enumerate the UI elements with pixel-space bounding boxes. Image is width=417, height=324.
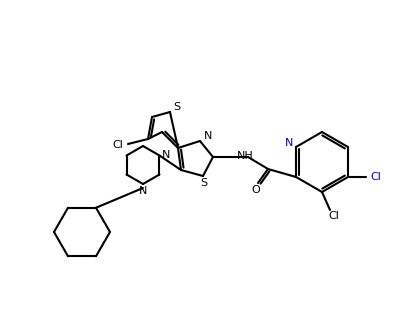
Text: O: O bbox=[251, 185, 260, 195]
Text: S: S bbox=[173, 102, 181, 112]
Text: N: N bbox=[139, 186, 147, 196]
Text: Cl: Cl bbox=[329, 211, 339, 221]
Text: NH: NH bbox=[237, 151, 254, 161]
Text: Cl: Cl bbox=[371, 172, 382, 182]
Text: Cl: Cl bbox=[113, 140, 123, 150]
Text: N: N bbox=[162, 151, 171, 160]
Text: N: N bbox=[285, 138, 293, 148]
Text: S: S bbox=[201, 178, 208, 188]
Text: N: N bbox=[204, 131, 212, 141]
